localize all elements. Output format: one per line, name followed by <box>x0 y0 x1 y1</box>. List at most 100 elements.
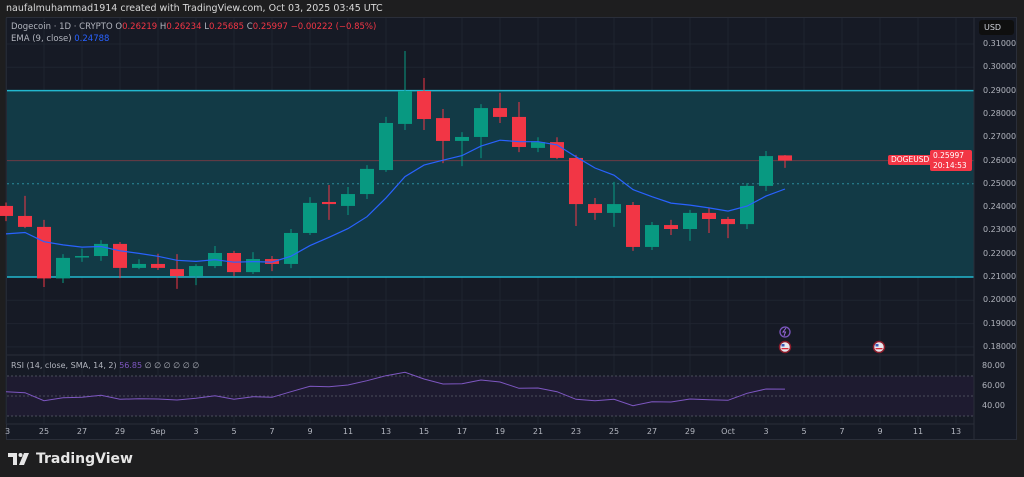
candle-body <box>284 232 298 264</box>
candle-body <box>664 225 678 230</box>
time-axis-label: 5 <box>231 427 237 436</box>
candle-body <box>246 259 260 273</box>
time-axis-label: 3 <box>763 427 769 436</box>
rsi-legend: RSI (14, close, SMA, 14, 2) 56.85 ∅ ∅ ∅ … <box>11 361 199 370</box>
price-axis-label: 0.30000 <box>983 62 1017 72</box>
price-axis-label: 0.18000 <box>983 341 1017 351</box>
candle-body <box>455 136 469 141</box>
time-axis-label: 9 <box>307 427 313 436</box>
price-axis-label: 0.20000 <box>983 295 1017 305</box>
time-axis-label: 29 <box>114 427 126 436</box>
tradingview-logo-icon <box>8 453 29 465</box>
last-price-tag: 0.25997 20:14:53 <box>930 150 972 171</box>
low-value: 0.25685 <box>208 22 245 32</box>
time-axis-label: 11 <box>912 427 924 436</box>
price-axis-label: 0.23000 <box>983 225 1017 235</box>
rsi-value: 56.85 <box>119 361 143 370</box>
tradingview-logo[interactable]: TradingView <box>8 451 133 467</box>
time-axis-label: 25 <box>608 427 620 436</box>
symbol-price-tag: DOGEUSD <box>888 155 933 165</box>
time-axis-label: 15 <box>418 427 430 436</box>
time-axis-label: 7 <box>839 427 845 436</box>
rsi-axis-label: 40.00 <box>982 401 1005 410</box>
candle-body <box>550 142 564 158</box>
candle-body <box>18 215 32 227</box>
price-axis-label: 0.25000 <box>983 178 1017 188</box>
price-axis-label: 0.22000 <box>983 248 1017 258</box>
candle-body <box>740 185 754 225</box>
candle-body <box>531 142 545 148</box>
chart-attribution: naufalmuhammad1914 created with TradingV… <box>6 3 383 14</box>
candle-body <box>341 194 355 206</box>
candle-body <box>759 156 773 186</box>
time-axis-label: 9 <box>877 427 883 436</box>
low-label: L <box>204 22 209 32</box>
candle-body <box>493 108 507 117</box>
lightning-event-icon <box>779 326 791 338</box>
time-axis-label: 5 <box>801 427 807 436</box>
candle-body <box>512 116 526 147</box>
price-axis-label: 0.21000 <box>983 272 1017 281</box>
rsi-line <box>5 371 786 407</box>
time-axis-label: 13 <box>950 427 962 436</box>
time-axis-label: 3 <box>193 427 199 436</box>
candle-body <box>151 263 165 268</box>
candle-body <box>56 257 70 279</box>
us-flag-event-icon <box>781 348 789 350</box>
brand-name: TradingView <box>36 451 133 467</box>
time-axis-label: 27 <box>76 427 88 436</box>
open-label: O <box>115 22 123 32</box>
candle-body <box>626 205 640 247</box>
candle-body <box>417 91 431 120</box>
price-axis-label: 0.31000 <box>983 39 1017 48</box>
close-label: C <box>246 22 253 32</box>
time-axis-label: 21 <box>532 427 544 436</box>
candle-body <box>474 108 488 137</box>
us-flag-event-icon <box>875 344 879 347</box>
close-value: 0.25997 <box>252 22 288 32</box>
candle-body <box>75 256 89 258</box>
open-value: 0.26219 <box>122 22 158 32</box>
candle-body <box>702 212 716 219</box>
bar-countdown: 20:14:53 <box>933 161 967 170</box>
rsi-axis-label: 60.00 <box>982 381 1005 390</box>
time-axis-label: 7 <box>269 427 275 436</box>
candle-body <box>37 226 51 279</box>
price-axis-label: 0.28000 <box>983 108 1017 118</box>
price-axis-label: 0.27000 <box>983 132 1017 142</box>
rsi-label[interactable]: RSI (14, close, SMA, 14, 2) <box>11 361 117 370</box>
time-axis-label: 29 <box>684 427 696 436</box>
symbol-label[interactable]: Dogecoin · 1D · CRYPTO <box>11 22 113 32</box>
lightning-event-icon <box>782 327 787 337</box>
us-flag-event-icon <box>872 340 886 354</box>
price-axis-label: 0.29000 <box>983 85 1017 95</box>
time-axis-label: Sep <box>150 427 166 436</box>
ema-value: 0.24788 <box>74 34 110 44</box>
price-axis-label: 0.26000 <box>983 155 1017 165</box>
ema-label[interactable]: EMA (9, close) <box>11 34 72 44</box>
high-value: 0.26234 <box>166 22 202 32</box>
time-axis-label: 25 <box>38 427 50 436</box>
us-flag-event-icon <box>778 340 792 354</box>
time-axis-label: 11 <box>342 427 354 436</box>
us-flag-event-icon <box>875 348 883 350</box>
time-axis-label: 23 <box>570 427 582 436</box>
last-price: 0.25997 <box>933 151 965 160</box>
candle-body <box>721 218 735 225</box>
rsi-placeholders: ∅ ∅ ∅ ∅ ∅ ∅ <box>144 361 200 370</box>
time-axis-label: 17 <box>456 427 468 436</box>
price-axis-label: 0.19000 <box>983 318 1017 328</box>
time-axis-label: 23 <box>0 427 11 436</box>
high-label: H <box>159 22 167 32</box>
candle-body <box>588 204 602 213</box>
candle-body <box>170 269 184 277</box>
candle-body <box>322 201 336 205</box>
currency-button[interactable]: USD <box>979 20 1014 35</box>
candle-body <box>398 91 412 124</box>
candle-body <box>189 266 203 277</box>
ema-line <box>5 139 786 263</box>
change-value: −0.00222 (−0.85%) <box>290 22 377 32</box>
price-axis-label: 0.24000 <box>983 202 1017 212</box>
us-flag-event-icon <box>781 344 785 347</box>
